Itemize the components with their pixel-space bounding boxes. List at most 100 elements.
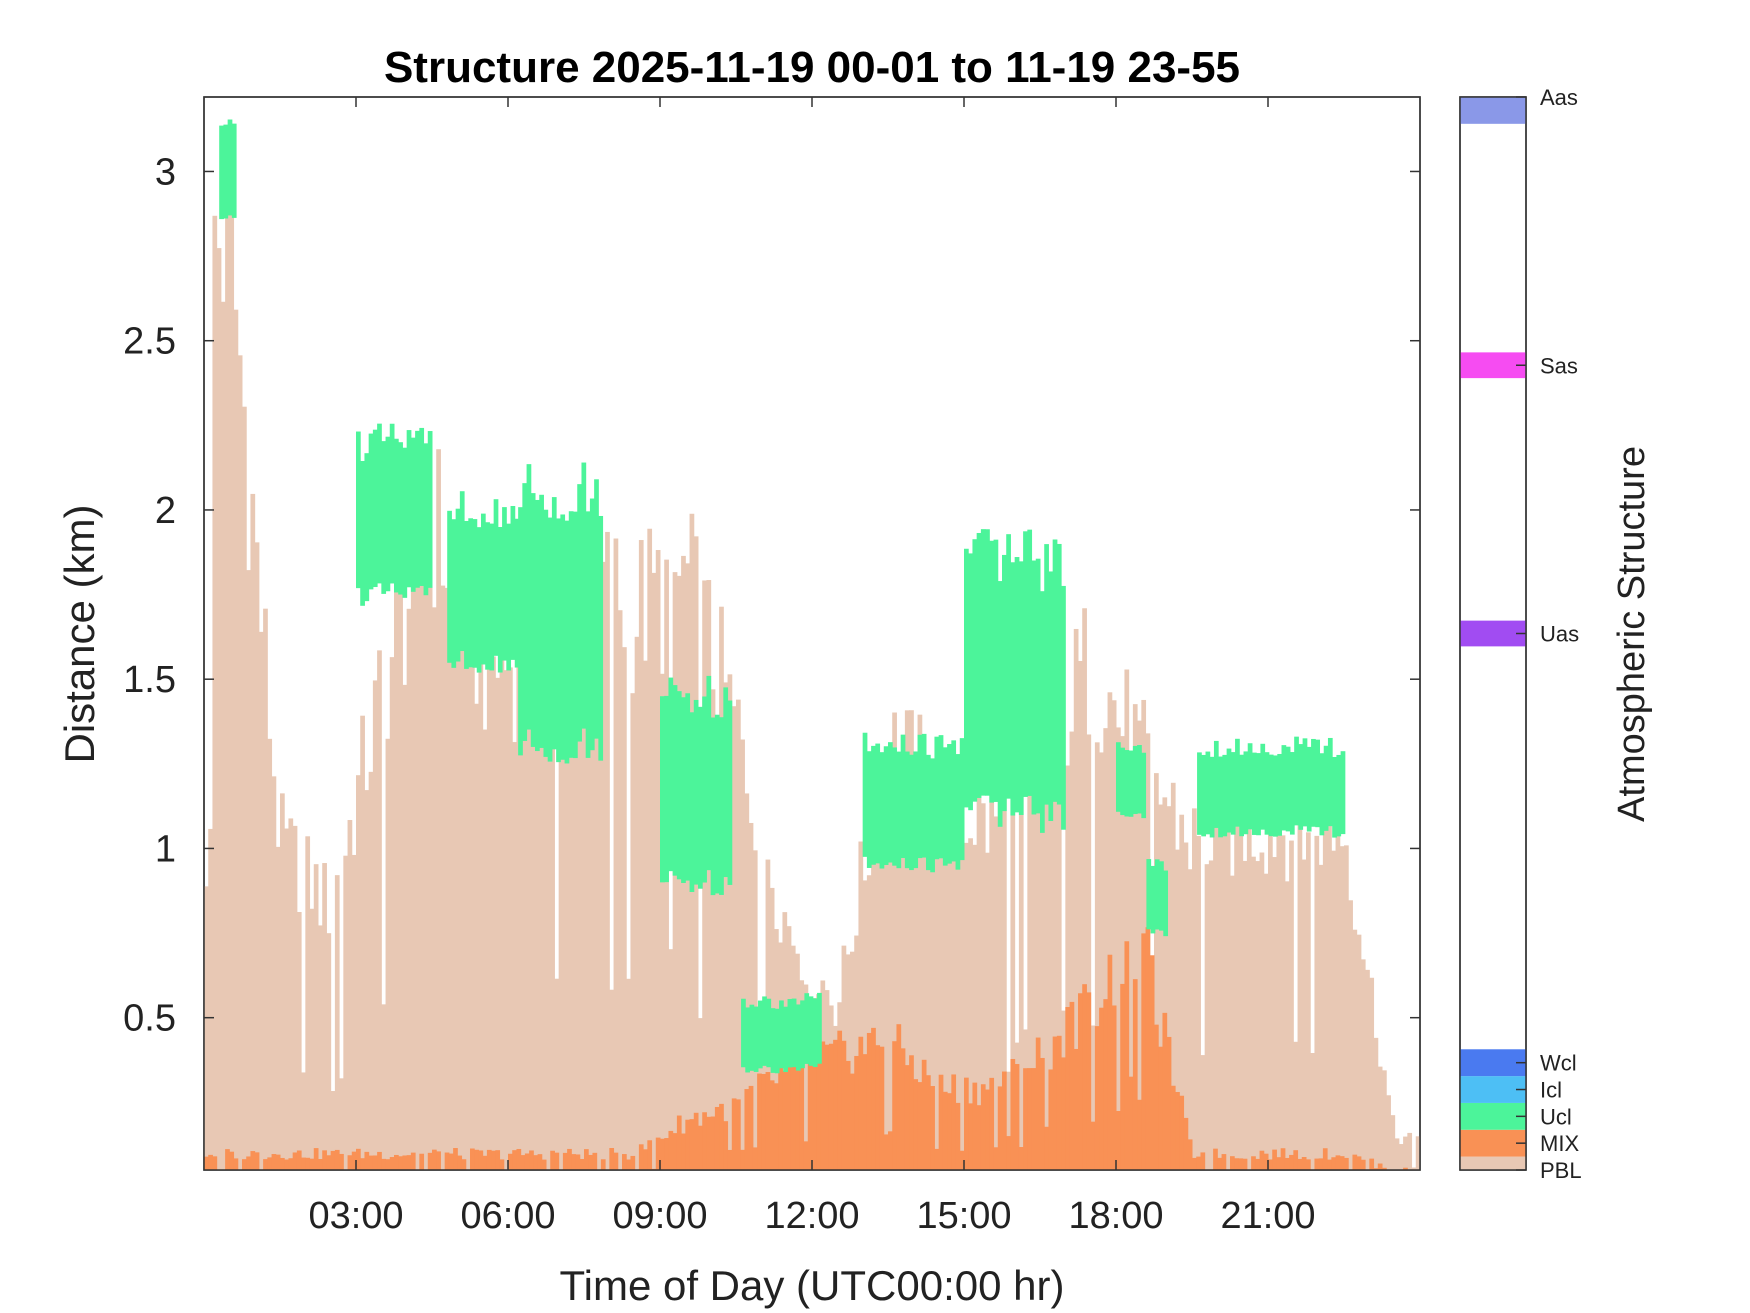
mix-column (292, 1152, 298, 1170)
cloud-cell (1146, 859, 1152, 930)
cloud-cell (427, 431, 433, 588)
mix-column (1382, 1167, 1387, 1170)
cloud-cell (685, 693, 691, 881)
pbl-column (229, 187, 235, 1170)
mix-column (909, 1055, 914, 1170)
mix-column (212, 1156, 218, 1170)
x-tick-label: 18:00 (1068, 1195, 1163, 1237)
pbl-column (554, 978, 560, 1170)
mix-column (1377, 1163, 1383, 1170)
pbl-column (419, 555, 425, 1170)
pbl-column (985, 852, 990, 1170)
mix-column (351, 1151, 357, 1170)
cloud-cell (1010, 562, 1016, 816)
mix-column (1170, 1085, 1176, 1170)
mix-column (1251, 1156, 1256, 1170)
pbl-column (900, 753, 906, 1170)
mix-column (225, 1149, 230, 1170)
pbl-column (1403, 1136, 1408, 1170)
cloud-cell (556, 518, 561, 763)
pbl-column (520, 688, 526, 1170)
cloud-cell (1006, 534, 1011, 799)
cloud-cell (1247, 743, 1253, 830)
mix-column (748, 1085, 754, 1170)
pbl-column (343, 855, 349, 1170)
cloud-cell (871, 745, 876, 865)
cloud-cell (817, 992, 822, 1064)
mix-column (1132, 979, 1138, 1170)
pbl-column (330, 1091, 336, 1170)
cloud-cell (917, 734, 923, 859)
cloud-cell (451, 519, 457, 668)
cloud-cell (997, 581, 1003, 827)
cloud-cell (1235, 738, 1240, 827)
pbl-column (1103, 728, 1109, 1170)
pbl-column (377, 650, 382, 1170)
cloud-cell (364, 453, 370, 602)
pbl-column (1318, 864, 1324, 1170)
cloud-cell (1027, 529, 1033, 796)
mix-column (499, 1159, 505, 1170)
cloud-layer (219, 119, 1346, 1074)
cloud-cell (900, 734, 906, 859)
pbl-column (440, 585, 446, 1170)
mix-column (275, 1154, 281, 1170)
pbl-column (1018, 730, 1024, 1170)
mix-column (845, 1060, 851, 1170)
y-tick-label: 0.5 (123, 998, 176, 1040)
mix-column (824, 1044, 830, 1170)
mix-column (736, 1099, 741, 1170)
mix-column (402, 1155, 408, 1170)
pbl-column (997, 797, 1003, 1170)
pbl-column (318, 925, 323, 1170)
cloud-cell (875, 743, 881, 864)
mix-column (495, 1150, 501, 1170)
pbl-column (1208, 860, 1214, 1170)
pbl-column (617, 610, 623, 1170)
mix-column (1018, 1147, 1024, 1170)
mix-column (955, 1102, 961, 1170)
colorbar-swatch-sas (1460, 352, 1526, 379)
pbl-column (803, 984, 809, 1170)
mix-column (1356, 1156, 1362, 1170)
cloud-cell (514, 518, 520, 668)
cloud-cell (589, 498, 595, 751)
mix-column (892, 1041, 897, 1170)
pbl-column (1263, 873, 1269, 1170)
cloud-cell (1277, 753, 1283, 836)
mix-column (1373, 1168, 1379, 1170)
pbl-column (444, 587, 450, 1170)
cloud-cell (795, 1004, 801, 1071)
cloud-cell (681, 697, 686, 883)
mix-column (1048, 1069, 1054, 1170)
mix-column (550, 1150, 555, 1170)
cloud-cell (1319, 753, 1325, 836)
mix-column (482, 1155, 488, 1170)
mix-column (1331, 1157, 1337, 1170)
mix-column (1027, 1068, 1033, 1170)
mix-column (993, 1147, 999, 1170)
mix-column (584, 1149, 589, 1170)
mix-column (816, 1055, 821, 1170)
mix-column (985, 1089, 990, 1170)
pbl-column (600, 561, 606, 1170)
pbl-column (394, 589, 399, 1170)
pbl-column (423, 566, 429, 1170)
pbl-column (220, 301, 226, 1171)
mix-column (356, 1148, 361, 1170)
mix-column (1040, 1057, 1045, 1170)
x-tick-label: 15:00 (916, 1195, 1011, 1237)
pbl-column (613, 538, 619, 1170)
mix-column (947, 1093, 952, 1170)
pbl-column (1242, 860, 1248, 1170)
cloud-cell (1052, 539, 1058, 802)
mix-column (1268, 1159, 1273, 1170)
cloud-cell (1243, 751, 1249, 835)
pbl-column (942, 844, 948, 1170)
mix-column (410, 1152, 416, 1170)
mix-column (575, 1154, 581, 1170)
mix-column (457, 1155, 463, 1170)
mix-column (318, 1158, 323, 1170)
cloud-cell (1056, 543, 1062, 805)
